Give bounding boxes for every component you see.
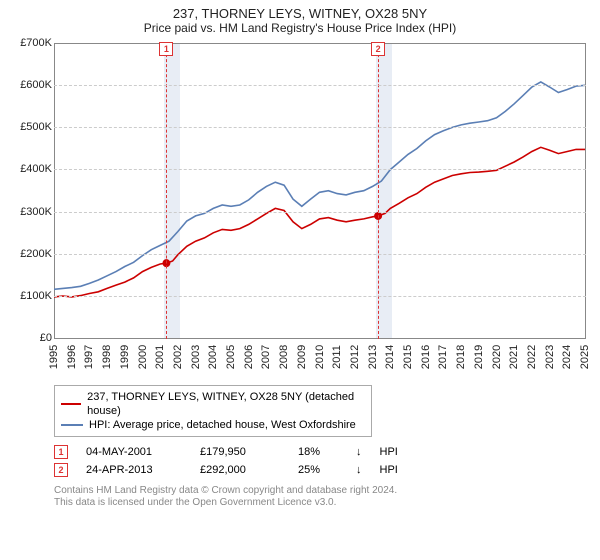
event-marker: 1 [159,42,173,56]
event-rel: HPI [380,461,398,479]
x-axis-label: 2025 [579,345,591,369]
chart-area: 12 £0£100K£200K£300K£400K£500K£600K£700K… [8,39,592,379]
gridline [54,212,586,213]
y-axis-label: £0 [8,332,52,344]
x-axis-label: 2019 [473,345,485,369]
y-axis-label: £500K [8,121,52,133]
x-axis-label: 2014 [384,345,396,369]
event-number: 1 [54,445,68,459]
event-date: 24-APR-2013 [86,461,182,479]
x-axis-label: 2009 [296,345,308,369]
x-axis-label: 2004 [207,345,219,369]
x-axis-label: 2022 [526,345,538,369]
footer: Contains HM Land Registry data © Crown c… [54,485,588,509]
x-axis-label: 2021 [508,345,520,369]
gridline [54,254,586,255]
legend-label: 237, THORNEY LEYS, WITNEY, OX28 5NY (det… [87,390,365,418]
event-marker: 2 [371,42,385,56]
x-axis-label: 2006 [243,345,255,369]
x-axis-label: 2003 [190,345,202,369]
event-line [378,44,379,339]
x-axis-label: 1998 [101,345,113,369]
event-price: £179,950 [200,443,280,461]
footer-line-2: This data is licensed under the Open Gov… [54,497,588,509]
event-row: 2 24-APR-2013 £292,000 25% ↓ HPI [54,461,588,479]
x-axis-label: 2016 [420,345,432,369]
legend-item: HPI: Average price, detached house, West… [61,418,365,432]
x-axis-label: 2011 [331,345,343,369]
y-axis-label: £700K [8,37,52,49]
x-axis-label: 2008 [278,345,290,369]
x-axis-label: 1995 [48,345,60,369]
chart-svg [54,44,585,339]
event-pct: 18% [298,443,338,461]
x-axis-label: 2013 [367,345,379,369]
event-date: 04-MAY-2001 [86,443,182,461]
footer-line-1: Contains HM Land Registry data © Crown c… [54,485,588,497]
chart-subtitle: Price paid vs. HM Land Registry's House … [8,21,592,35]
event-line [166,44,167,339]
y-axis-label: £100K [8,290,52,302]
event-table: 1 04-MAY-2001 £179,950 18% ↓ HPI 2 24-APR-2013 £… [54,443,588,479]
event-pct: 25% [298,461,338,479]
x-axis-label: 2018 [455,345,467,369]
event-row: 1 04-MAY-2001 £179,950 18% ↓ HPI [54,443,588,461]
y-axis-label: £600K [8,79,52,91]
event-rel: HPI [380,443,398,461]
x-axis-label: 2007 [260,345,272,369]
event-number: 2 [54,463,68,477]
x-axis-label: 2017 [437,345,449,369]
x-axis-label: 2001 [154,345,166,369]
gridline [54,296,586,297]
legend: 237, THORNEY LEYS, WITNEY, OX28 5NY (det… [54,385,372,437]
x-axis-label: 2000 [137,345,149,369]
x-axis-label: 2024 [561,345,573,369]
x-axis-label: 2015 [402,345,414,369]
arrow-down-icon: ↓ [356,443,362,461]
y-axis-label: £300K [8,206,52,218]
x-axis-label: 2020 [491,345,503,369]
legend-label: HPI: Average price, detached house, West… [89,418,356,432]
x-axis-label: 2023 [544,345,556,369]
x-axis-label: 2005 [225,345,237,369]
x-axis-label: 1996 [66,345,78,369]
y-axis-label: £400K [8,163,52,175]
chart-title: 237, THORNEY LEYS, WITNEY, OX28 5NY [8,6,592,21]
gridline [54,127,586,128]
x-axis-label: 2002 [172,345,184,369]
legend-item: 237, THORNEY LEYS, WITNEY, OX28 5NY (det… [61,390,365,418]
event-price: £292,000 [200,461,280,479]
y-axis-label: £200K [8,248,52,260]
x-axis-label: 1999 [119,345,131,369]
series-line [54,82,585,289]
x-axis-label: 2012 [349,345,361,369]
x-axis-label: 2010 [314,345,326,369]
legend-swatch [61,403,81,405]
arrow-down-icon: ↓ [356,461,362,479]
plot: 12 [54,43,586,339]
gridline [54,169,586,170]
x-axis-label: 1997 [83,345,95,369]
legend-swatch [61,424,83,426]
gridline [54,85,586,86]
